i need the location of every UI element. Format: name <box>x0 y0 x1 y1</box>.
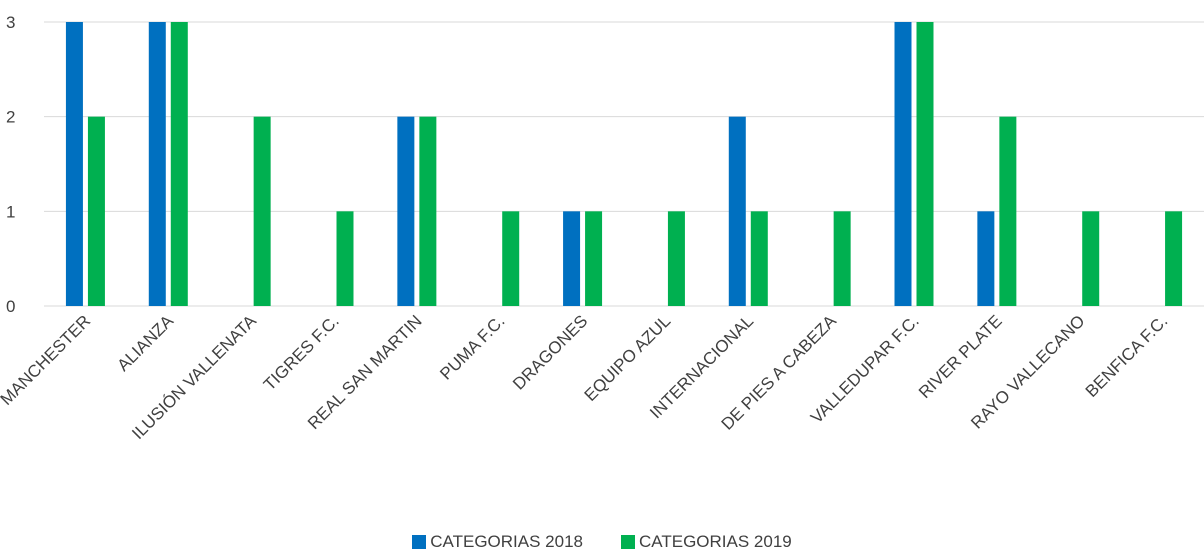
x-tick-label: EQUIPO AZUL <box>581 311 675 405</box>
x-tick-label: TIGRES F.C. <box>260 311 343 394</box>
y-tick-label: 2 <box>6 108 15 127</box>
bar-2019 <box>170 22 188 306</box>
legend-item-2018: CATEGORIAS 2018 <box>412 532 583 552</box>
bar-2019 <box>419 116 437 307</box>
x-tick-label: BENFICA F.C. <box>1082 311 1172 401</box>
bar-2018 <box>977 211 995 306</box>
bar-2019 <box>253 116 271 307</box>
y-tick-label: 3 <box>6 13 15 32</box>
bar-2018 <box>148 22 166 306</box>
legend-swatch-2018 <box>412 535 427 549</box>
x-tick-label: MANCHESTER <box>0 311 94 409</box>
y-tick-label: 0 <box>6 297 15 316</box>
bar-2019 <box>750 211 768 306</box>
bar-2018 <box>397 116 415 307</box>
bar-2019 <box>502 211 520 306</box>
legend-item-2019: CATEGORIAS 2019 <box>621 532 792 552</box>
bar-2019 <box>1082 211 1100 306</box>
bar-2018 <box>894 22 912 306</box>
legend-label-2019: CATEGORIAS 2019 <box>639 532 792 551</box>
bars <box>65 22 1183 307</box>
bar-2019 <box>585 211 603 306</box>
x-tick-label: RIVER PLATE <box>915 311 1006 402</box>
y-tick-label: 1 <box>6 202 15 221</box>
legend-label-2018: CATEGORIAS 2018 <box>430 532 583 551</box>
y-axis-tick-labels: 0 1 2 3 <box>6 13 15 316</box>
bar-2019 <box>916 22 934 306</box>
gridlines <box>44 21 1204 307</box>
bar-2018 <box>563 211 581 306</box>
bar-2019 <box>999 116 1017 307</box>
bar-2019 <box>87 116 105 307</box>
bar-2019 <box>667 211 685 306</box>
legend: CATEGORIAS 2018 CATEGORIAS 2019 <box>0 532 1204 552</box>
x-tick-label: DRAGONES <box>509 311 591 393</box>
bar-2019 <box>1165 211 1183 306</box>
x-tick-label: ALIANZA <box>114 311 178 375</box>
bar-2018 <box>728 116 746 307</box>
legend-swatch-2019 <box>621 535 635 549</box>
bar-2019 <box>336 211 354 306</box>
x-tick-label: PUMA F.C. <box>436 311 508 383</box>
bar-2018 <box>65 22 83 306</box>
bar-2019 <box>833 211 851 306</box>
